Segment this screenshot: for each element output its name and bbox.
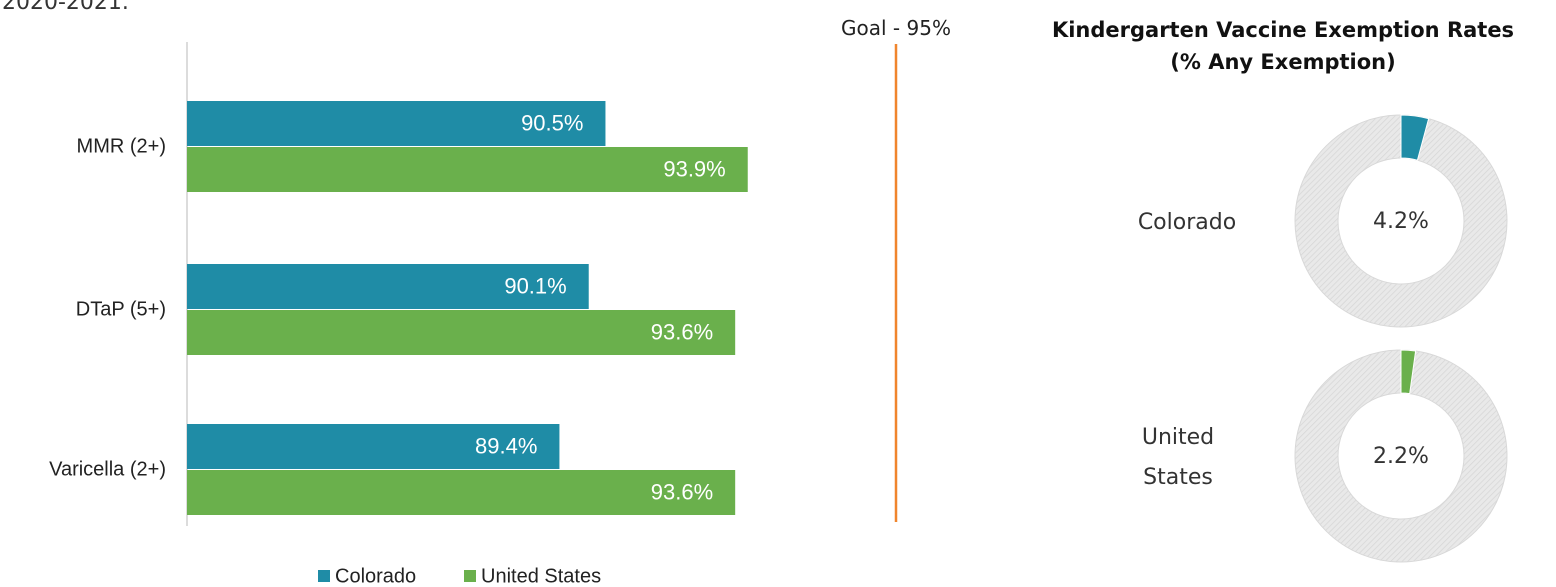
vaccination-bar-chart: MMR (2+) 90.5% 93.9% DTaP (5+) 90.1% 93.6% Var… xyxy=(49,16,951,587)
donut-hole xyxy=(1337,392,1465,520)
donut-region-label: United xyxy=(1142,425,1214,450)
top-text-fragment: 2020-2021. xyxy=(2,0,129,15)
bars-layer: MMR (2+) 90.5% 93.9% DTaP (5+) 90.1% 93.6% Var… xyxy=(49,101,748,515)
donut-region-label: Colorado xyxy=(1138,210,1236,235)
donut-value-slice xyxy=(1400,114,1430,161)
bar-value-label: 90.1% xyxy=(504,273,566,298)
donut-value-slice xyxy=(1400,349,1417,395)
bar-value-label: 90.5% xyxy=(521,110,583,135)
donut-region-label: States xyxy=(1143,465,1213,490)
us-bar xyxy=(187,310,736,355)
donut-remainder-ring xyxy=(1295,115,1507,327)
donut-chart-title: Kindergarten Vaccine Exemption Rates (% … xyxy=(1010,14,1556,78)
category-label: MMR (2+) xyxy=(77,135,166,157)
goal-label: Goal - 95% xyxy=(841,16,951,40)
donut-layer: 4.2% Colorado 2.2% United States xyxy=(1138,114,1508,563)
donut-value-label: 4.2% xyxy=(1373,209,1429,234)
bar-value-label: 93.9% xyxy=(663,156,725,181)
bar-value-label: 89.4% xyxy=(475,433,537,458)
legend-label: Colorado xyxy=(335,565,416,587)
colorado-bar xyxy=(187,101,606,146)
colorado-bar xyxy=(187,424,560,469)
category-label: DTaP (5+) xyxy=(76,298,166,320)
legend-label: United States xyxy=(481,565,601,587)
us-bar xyxy=(187,470,736,515)
bar-value-label: 93.6% xyxy=(651,479,713,504)
donut-remainder-ring xyxy=(1295,350,1507,562)
donut-united-states: 2.2% United States xyxy=(1142,349,1508,563)
donut-title-line-1: Kindergarten Vaccine Exemption Rates xyxy=(1051,18,1515,42)
goal-layer: Goal - 95% xyxy=(841,16,951,522)
donut-colorado: 4.2% Colorado xyxy=(1138,114,1508,328)
bar-value-label: 93.6% xyxy=(651,319,713,344)
legend-swatch-colorado xyxy=(318,570,330,582)
us-bar xyxy=(187,147,748,192)
donut-outer-edge xyxy=(1294,349,1508,563)
legend-swatch-us xyxy=(464,570,476,582)
donut-outer-edge xyxy=(1294,114,1508,328)
category-label: Varicella (2+) xyxy=(49,458,166,480)
donut-value-label: 2.2% xyxy=(1373,444,1429,469)
donut-hole xyxy=(1337,157,1465,285)
legend-layer: Colorado United States xyxy=(318,565,601,587)
donut-title-line-2: (% Any Exemption) xyxy=(1170,50,1396,74)
colorado-bar xyxy=(187,264,589,309)
